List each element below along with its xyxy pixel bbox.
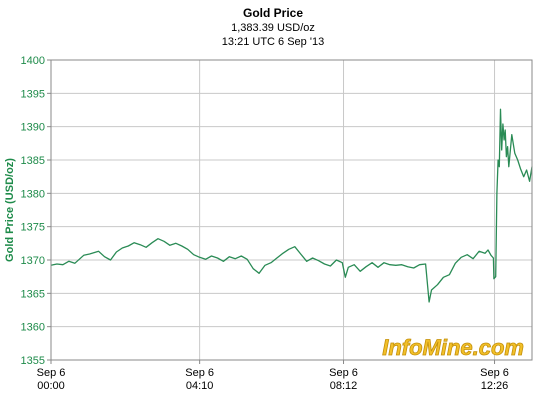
plot-border	[50, 59, 533, 361]
x-tick-time-label: 08:12	[330, 380, 358, 392]
y-tick-label: 1370	[21, 255, 45, 267]
y-axis-ticks: 1355 1360 1365 1370 1375 1380 1385 1390 1395 1400	[21, 55, 51, 367]
x-tick-date-label: Sep 6	[37, 367, 66, 379]
current-price: 1,383.39 USD/oz	[231, 22, 315, 34]
y-tick-label: 1380	[21, 188, 45, 200]
x-tick-date-label: Sep 6	[329, 367, 358, 379]
y-tick-label: 1375	[21, 222, 45, 234]
x-tick-time-label: 12:26	[481, 380, 509, 392]
y-tick-label: 1390	[21, 122, 45, 134]
y-tick-label: 1395	[21, 88, 45, 100]
y-tick-label: 1385	[21, 155, 45, 167]
price-timestamp: 13:21 UTC 6 Sep '13	[222, 36, 324, 48]
x-tick-date-label: Sep 6	[185, 367, 214, 379]
y-tick-label: 1365	[21, 288, 45, 300]
y-tick-label: 1400	[21, 55, 45, 67]
x-tick-time-label: 04:10	[186, 380, 214, 392]
infomine-watermark: InfoMine.com	[382, 335, 524, 360]
x-tick-date-label: Sep 6	[480, 367, 509, 379]
gold-price-line	[50, 108, 533, 303]
y-axis-label: Gold Price (USD/oz)	[4, 158, 16, 262]
plot-area	[51, 60, 532, 360]
y-tick-label: 1355	[21, 355, 45, 367]
x-tick-time-label: 00:00	[37, 380, 65, 392]
y-tick-label: 1360	[21, 322, 45, 334]
chart-title: Gold Price	[243, 6, 303, 20]
